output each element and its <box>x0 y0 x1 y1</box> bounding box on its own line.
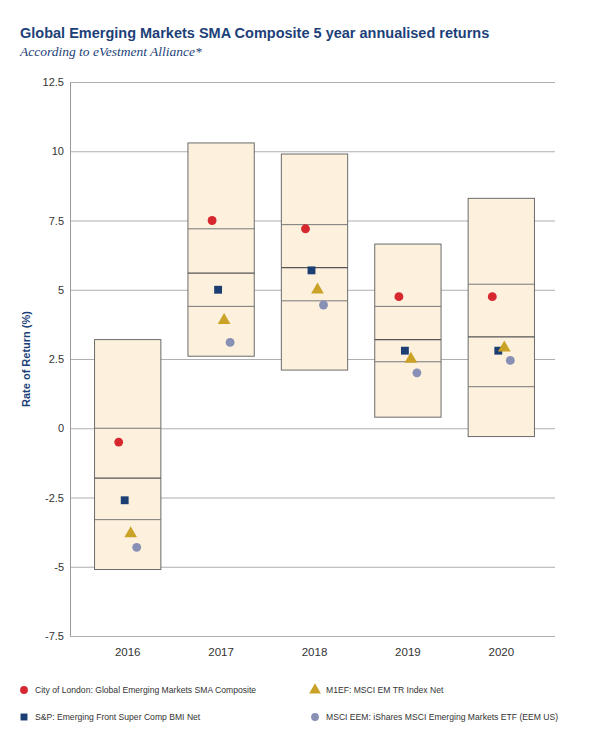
legend-item: City of London: Global Emerging Markets … <box>20 685 256 695</box>
x-tick-label: 2020 <box>489 646 515 658</box>
y-tick-label: 10 <box>52 145 64 157</box>
y-tick-label: -7.5 <box>45 630 64 642</box>
marker <box>488 292 497 301</box>
marker <box>311 282 324 293</box>
y-tick-label: -5 <box>54 561 64 573</box>
marker <box>121 496 129 504</box>
marker <box>394 292 403 301</box>
box <box>95 340 161 570</box>
y-tick-label: 5 <box>58 284 64 296</box>
x-tick: 2019 <box>395 646 421 658</box>
x-tick: 2020 <box>489 646 515 658</box>
marker <box>214 286 222 294</box>
legend-marker <box>20 686 28 694</box>
x-tick-label: 2016 <box>115 646 141 658</box>
box-median <box>188 273 254 274</box>
legend-label: City of London: Global Emerging Markets … <box>35 685 256 695</box>
y-tick: 12.5 <box>43 76 555 88</box>
box-q3 <box>188 228 254 229</box>
legend-item: S&P: Emerging Front Super Comp BMI Net <box>21 712 201 722</box>
x-tick-label: 2019 <box>395 646 421 658</box>
title: Global Emerging Markets SMA Composite 5 … <box>20 25 489 41</box>
legend: City of London: Global Emerging Markets … <box>20 683 558 722</box>
marker <box>401 347 409 355</box>
legend-label: MSCI EEM: iShares MSCI Emerging Markets … <box>326 712 558 722</box>
legend-marker <box>311 713 319 721</box>
plot-marks <box>95 143 535 570</box>
y-axis: -7.5 -5 -2.5 0 2.5 5 7.5 10 12.5 <box>43 76 555 642</box>
marker <box>114 438 123 447</box>
box-q3 <box>95 428 161 429</box>
chart: Global Emerging Markets SMA Composite 5 … <box>0 0 599 737</box>
marker <box>412 368 421 377</box>
grid-line <box>70 151 555 152</box>
x-tick-label: 2018 <box>302 646 328 658</box>
marker <box>301 224 310 233</box>
y-tick-label: 7.5 <box>49 215 64 227</box>
subtitle: According to eVestment Alliance* <box>19 44 202 59</box>
marker <box>208 216 217 225</box>
x-tick: 2017 <box>208 646 234 658</box>
x-tick-label: 2017 <box>208 646 234 658</box>
box <box>468 198 534 436</box>
marker <box>506 356 515 365</box>
legend-label: S&P: Emerging Front Super Comp BMI Net <box>35 712 201 722</box>
marker <box>308 266 316 274</box>
x-tick: 2018 <box>302 646 328 658</box>
x-tick: 2016 <box>115 646 141 658</box>
marker <box>218 313 231 324</box>
box-q1 <box>188 306 254 307</box>
box-median <box>375 339 441 340</box>
y-tick-label: -2.5 <box>45 492 64 504</box>
marker <box>498 341 511 352</box>
legend-marker <box>21 714 28 721</box>
box <box>375 244 441 417</box>
legend-marker <box>309 683 321 693</box>
grid-line <box>70 82 555 83</box>
marker <box>124 526 137 537</box>
x-axis: 2016 2017 2018 2019 2020 <box>115 646 514 658</box>
legend-label: M1EF: MSCI EM TR Index Net <box>326 685 444 695</box>
box <box>188 143 254 356</box>
marker <box>319 301 328 310</box>
y-axis-title: Rate of Return (%) <box>20 311 32 407</box>
box-q1 <box>95 519 161 520</box>
legend-item: MSCI EEM: iShares MSCI Emerging Markets … <box>311 712 558 722</box>
marker <box>132 543 141 552</box>
box-q3 <box>468 284 534 285</box>
box <box>281 154 347 370</box>
box-median <box>468 336 534 337</box>
marker <box>405 352 418 363</box>
box-median <box>95 478 161 479</box>
y-tick-label: 0 <box>58 422 64 434</box>
box-q3 <box>375 306 441 307</box>
marker <box>226 338 235 347</box>
box-q1 <box>468 386 534 387</box>
y-tick: -7.5 <box>45 630 555 642</box>
box-q3 <box>281 224 347 225</box>
y-tick-label: 2.5 <box>49 353 64 365</box>
legend-item: M1EF: MSCI EM TR Index Net <box>309 683 444 695</box>
grid-line <box>70 636 555 637</box>
y-tick-label: 12.5 <box>43 76 64 88</box>
box-q1 <box>281 300 347 301</box>
